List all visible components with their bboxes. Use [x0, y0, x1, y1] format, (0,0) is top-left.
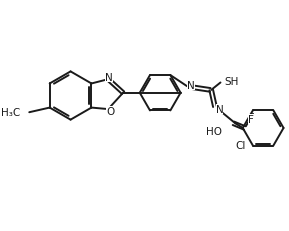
- Text: N: N: [216, 105, 223, 115]
- Text: HO: HO: [206, 126, 222, 136]
- Text: N: N: [187, 81, 195, 91]
- Text: N: N: [105, 73, 113, 83]
- Text: F: F: [248, 115, 254, 125]
- Text: H₃C: H₃C: [1, 108, 20, 118]
- Text: SH: SH: [224, 76, 238, 86]
- Text: O: O: [106, 106, 114, 116]
- Text: Cl: Cl: [235, 140, 246, 150]
